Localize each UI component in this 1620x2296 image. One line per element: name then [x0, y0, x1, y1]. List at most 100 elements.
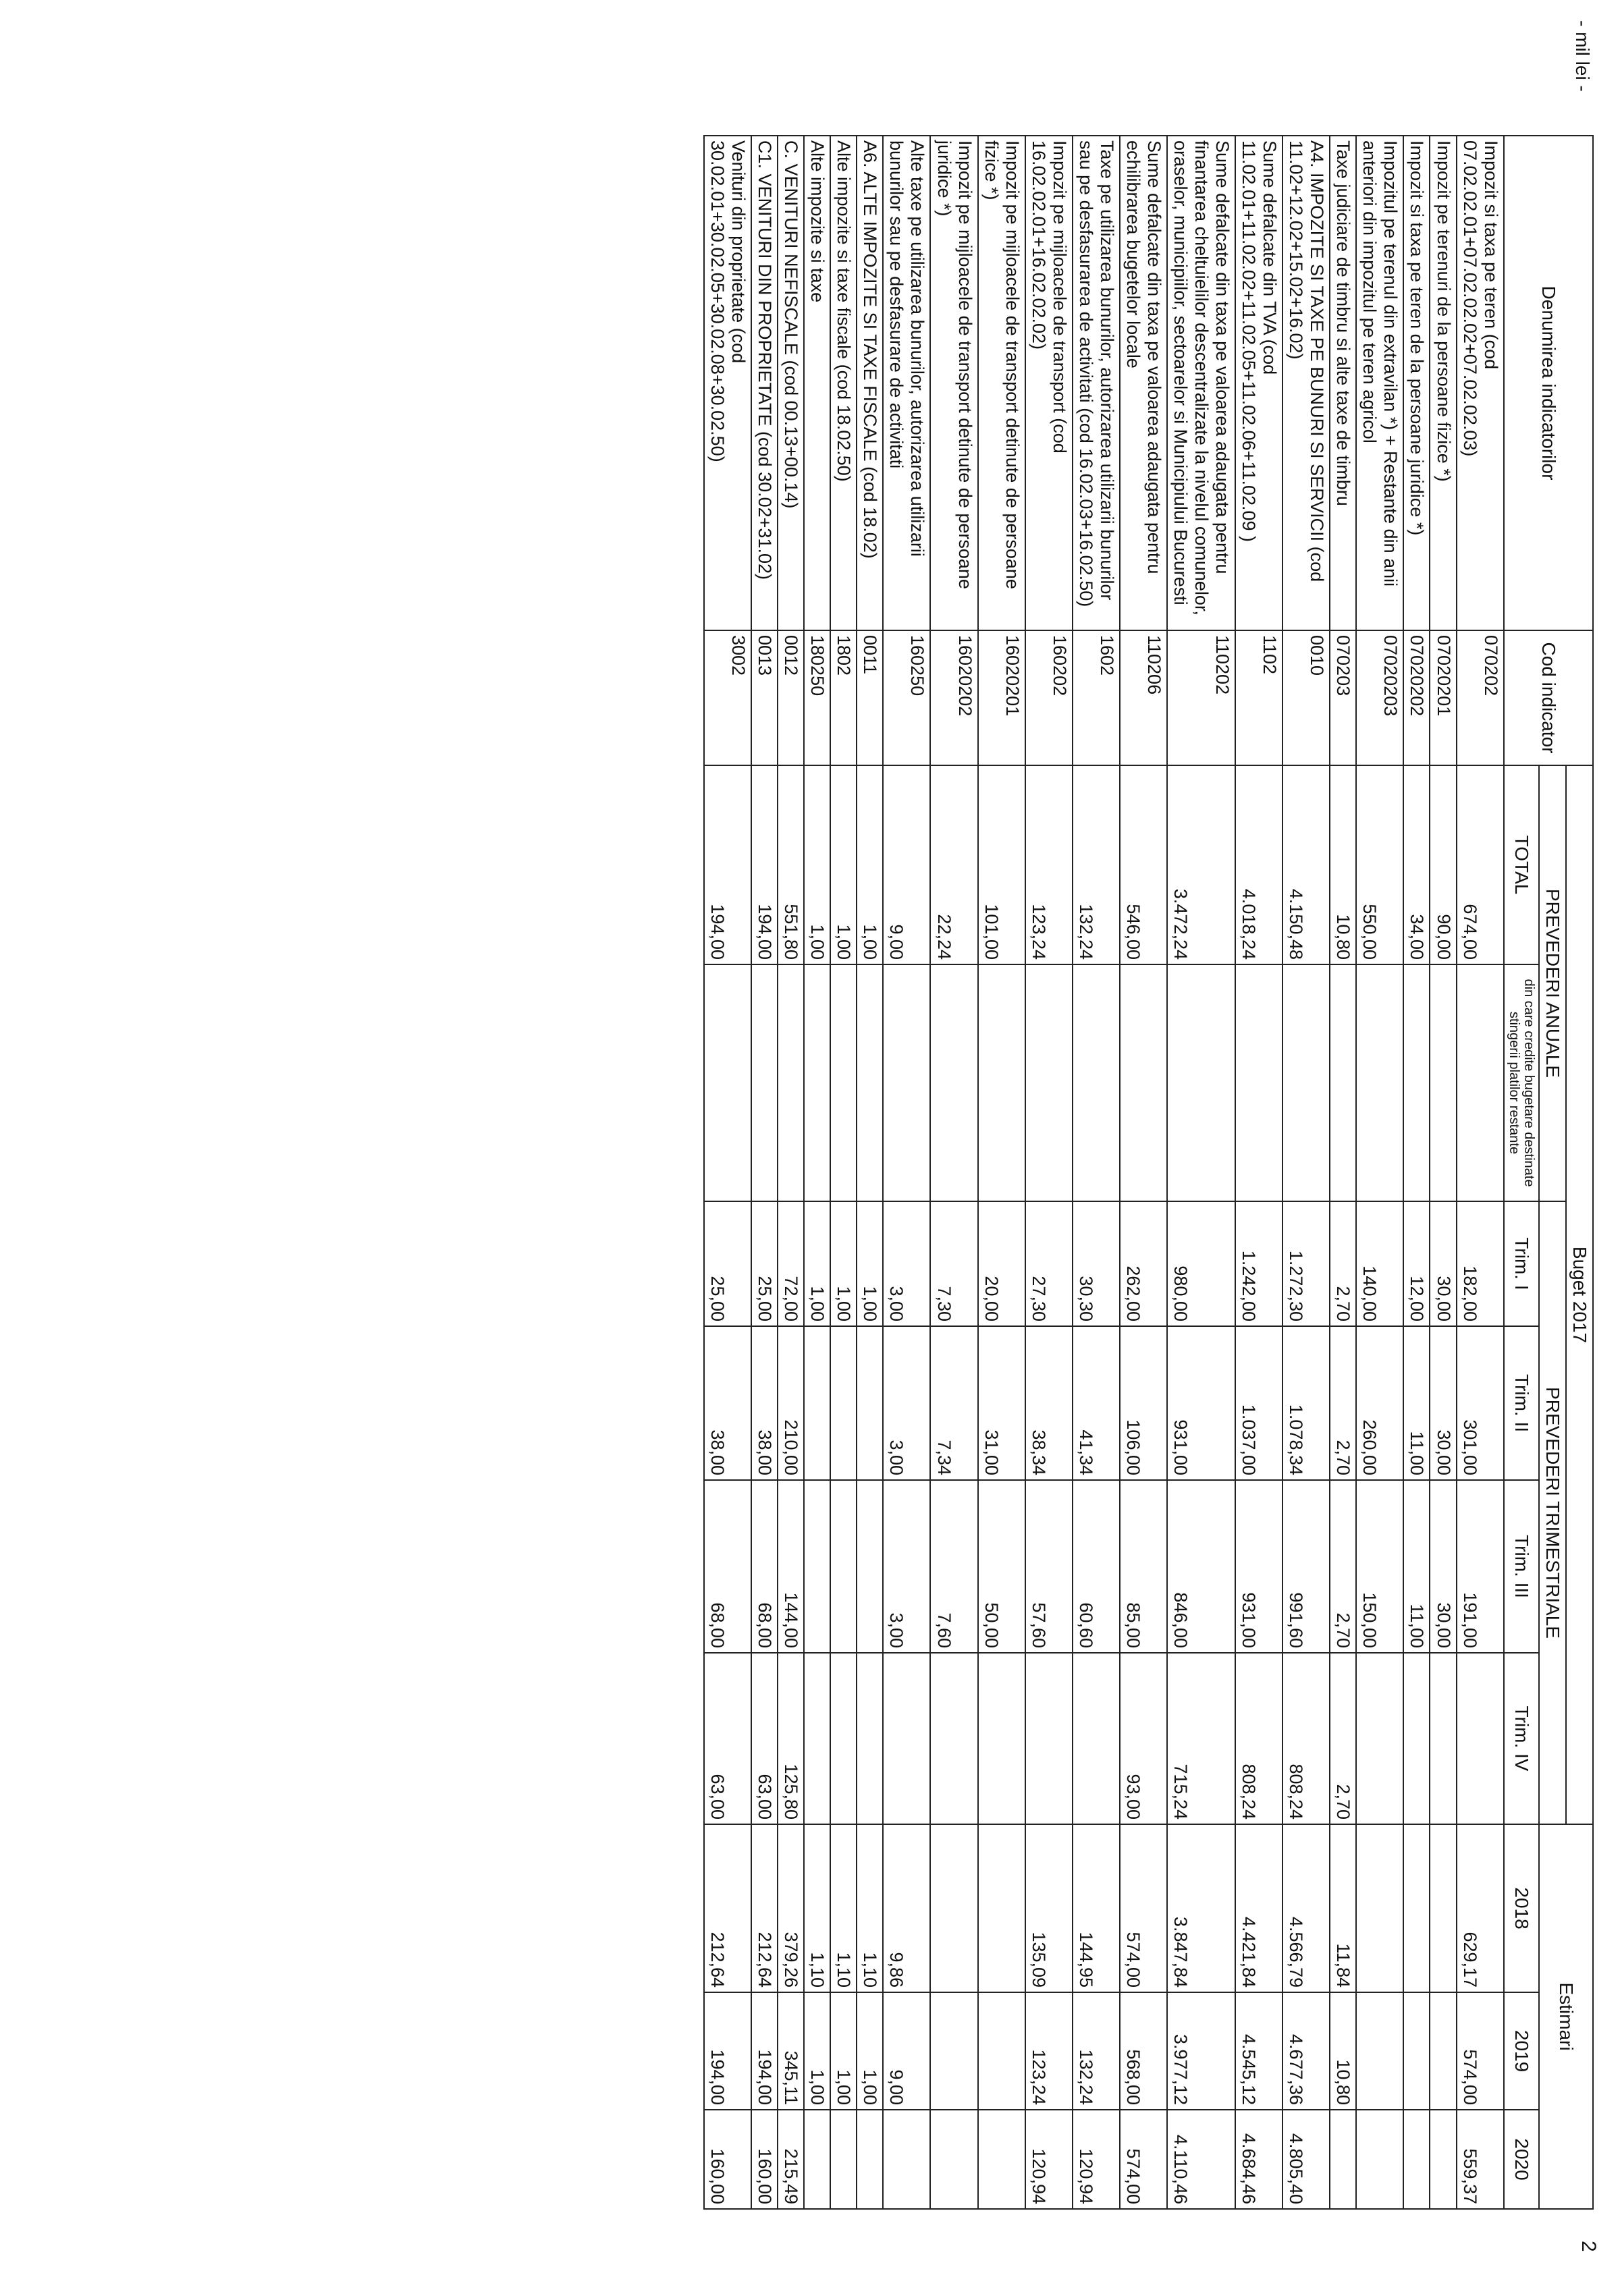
header-cell: TOTAL — [1503, 765, 1539, 964]
value-cell: 262,00 — [1119, 1201, 1167, 1326]
value-cell — [1430, 964, 1457, 1201]
value-cell — [977, 1824, 1025, 1993]
value-cell: 4.150,48 — [1282, 765, 1330, 964]
value-cell: 30,00 — [1430, 1326, 1457, 1480]
value-cell — [804, 2110, 831, 2210]
header-cell: PREVEDERI TRIMESTRIALE — [1538, 1201, 1566, 1825]
indicator-code: 1802 — [830, 630, 857, 765]
value-cell — [1456, 964, 1504, 1201]
header-cell: Buget 2017 — [1565, 765, 1593, 1825]
indicator-name: Sume defalcate din taxa pe valoarea adau… — [1119, 136, 1167, 630]
value-cell — [857, 1480, 884, 1653]
value-cell — [1456, 1653, 1504, 1825]
value-cell: 550,00 — [1356, 765, 1404, 964]
value-cell: 125,80 — [778, 1653, 805, 1825]
value-cell: 1,00 — [857, 1992, 884, 2110]
value-cell: 846,00 — [1166, 1480, 1236, 1653]
value-cell: 7,30 — [930, 1201, 978, 1326]
value-cell — [857, 1326, 884, 1480]
header-cell: Trim. I — [1503, 1201, 1539, 1326]
indicator-name: Impozit si taxa pe teren (cod 07.02.02.0… — [1456, 136, 1504, 630]
value-cell: 568,00 — [1119, 1992, 1167, 2110]
value-cell: 10,80 — [1330, 1992, 1357, 2110]
indicator-name: Taxe pe utilizarea bunurilor, autorizare… — [1072, 136, 1120, 630]
value-cell: 182,00 — [1456, 1201, 1504, 1326]
value-cell: 980,00 — [1166, 1201, 1236, 1326]
header-cell: 2019 — [1503, 1992, 1539, 2110]
header-cell: Trim. III — [1503, 1480, 1539, 1653]
value-cell — [930, 1653, 978, 1825]
units: - mil lei - — [1572, 20, 1593, 92]
table-row: Impozit pe mijloacele de transport (cod … — [1025, 136, 1073, 2210]
value-cell: 120,94 — [1072, 2110, 1120, 2210]
value-cell: 4.110,46 — [1166, 2110, 1236, 2210]
indicator-code: 0011 — [857, 630, 884, 765]
value-cell: 1.078,34 — [1282, 1326, 1330, 1480]
header-cell: din care credite bugetare destinate stin… — [1503, 964, 1539, 1201]
indicator-code: 160202 — [1025, 630, 1073, 765]
value-cell: 30,00 — [1430, 1480, 1457, 1653]
indicator-name: Impozit pe mijloacele de transport detin… — [930, 136, 978, 630]
indicator-code: 0013 — [751, 630, 778, 765]
value-cell: 931,00 — [1235, 1480, 1283, 1653]
value-cell — [930, 2110, 978, 2210]
value-cell: 574,00 — [1119, 1824, 1167, 1993]
value-cell: 3.472,24 — [1166, 765, 1236, 964]
value-cell: 1,00 — [830, 1201, 857, 1326]
value-cell: 106,00 — [1119, 1326, 1167, 1480]
value-cell: 11,00 — [1403, 1326, 1430, 1480]
value-cell — [1356, 1992, 1404, 2110]
value-cell: 551,80 — [778, 765, 805, 964]
value-cell — [1403, 964, 1430, 1201]
value-cell: 150,00 — [1356, 1480, 1404, 1653]
value-cell: 1.242,00 — [1235, 1201, 1283, 1326]
indicator-name: Alte impozite si taxe — [804, 136, 831, 630]
value-cell: 9,00 — [883, 765, 931, 964]
value-cell — [883, 964, 931, 1201]
value-cell — [804, 1653, 831, 1825]
indicator-name: Alte taxe pe utilizarea bunurilor, autor… — [883, 136, 931, 630]
indicator-code: 110202 — [1166, 630, 1236, 765]
value-cell: 68,00 — [704, 1480, 752, 1653]
value-cell: 38,00 — [704, 1326, 752, 1480]
value-cell: 1.037,00 — [1235, 1326, 1283, 1480]
value-cell — [830, 2110, 857, 2210]
value-cell: 3,00 — [883, 1480, 931, 1653]
header-cell: 2018 — [1503, 1824, 1539, 1993]
table-row: Alte impozite si taxe 180250 1,00 1,00 1,10 1… — [804, 136, 831, 2210]
value-cell: 546,00 — [1119, 765, 1167, 964]
value-cell: 4.421,84 — [1235, 1824, 1283, 1993]
indicator-code: 070203 — [1330, 630, 1357, 765]
value-cell: 25,00 — [751, 1201, 778, 1326]
indicator-code: 160250 — [883, 630, 931, 765]
indicator-name: Sume defalcate din TVA (cod 11.02.01+11.… — [1235, 136, 1283, 630]
value-cell — [1025, 964, 1073, 1201]
table-row: C. VENITURI NEFISCALE (cod 00.13+00.14) 0… — [778, 136, 805, 2210]
value-cell — [977, 1992, 1025, 2110]
value-cell — [778, 964, 805, 1201]
indicator-code: 0012 — [778, 630, 805, 765]
value-cell: 72,00 — [778, 1201, 805, 1326]
value-cell: 68,00 — [751, 1480, 778, 1653]
header-cell: PREVEDERI ANUALE — [1538, 765, 1566, 1201]
value-cell — [1330, 964, 1357, 1201]
value-cell — [1403, 1992, 1430, 2110]
value-cell: 194,00 — [751, 1992, 778, 2110]
value-cell — [804, 1480, 831, 1653]
value-cell: 212,64 — [751, 1824, 778, 1993]
value-cell: 22,24 — [930, 765, 978, 964]
value-cell — [830, 1326, 857, 1480]
value-cell: 931,00 — [1166, 1326, 1236, 1480]
value-cell — [1430, 1653, 1457, 1825]
value-cell — [1119, 964, 1167, 1201]
value-cell: 34,00 — [1403, 765, 1430, 964]
value-cell: 629,17 — [1456, 1824, 1504, 1993]
value-cell — [977, 1653, 1025, 1825]
value-cell: 194,00 — [704, 1992, 752, 2110]
value-cell: 9,00 — [883, 1992, 931, 2110]
budget-table: Denumirea indicatorilor Cod indicator Bu… — [703, 135, 1594, 2210]
value-cell: 1,00 — [804, 1201, 831, 1326]
value-cell: 20,00 — [977, 1201, 1025, 1326]
value-cell: 3.847,84 — [1166, 1824, 1236, 1993]
value-cell: 1,00 — [804, 1992, 831, 2110]
